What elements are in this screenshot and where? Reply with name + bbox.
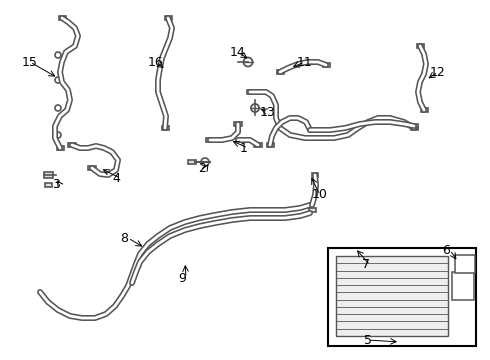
Bar [162,126,169,130]
Text: 11: 11 [297,55,313,68]
Bar [420,108,427,112]
Text: 15: 15 [22,55,38,68]
Text: 16: 16 [148,55,164,68]
Bar [45,183,51,187]
Bar [328,248,476,346]
Bar [411,126,417,130]
Text: 3: 3 [52,179,60,192]
Bar [88,166,96,170]
Bar [234,122,242,126]
Text: 7: 7 [362,258,370,271]
Bar [312,173,318,177]
Bar [322,63,329,67]
Text: 5: 5 [364,333,372,346]
Bar [254,143,262,147]
Bar [246,90,253,94]
Bar [206,138,214,143]
Text: 1: 1 [240,141,248,154]
Text: 2: 2 [198,162,206,175]
Bar [44,172,52,178]
Text: 4: 4 [112,171,120,184]
Bar [455,255,475,273]
Bar [188,159,196,165]
Text: 14: 14 [230,45,246,58]
Text: 8: 8 [120,231,128,244]
Text: 12: 12 [430,66,446,78]
Bar [68,143,76,147]
Text: 13: 13 [260,105,276,118]
Text: 6: 6 [442,243,450,256]
Bar [267,143,273,147]
Bar [411,124,417,128]
Text: 9: 9 [178,271,186,284]
Bar [416,44,423,48]
Text: 10: 10 [312,189,328,202]
Bar [276,70,284,74]
Bar [309,208,316,212]
Bar [452,272,474,300]
Bar [336,256,448,336]
Bar [165,16,172,20]
Bar [58,16,66,20]
Bar [56,146,64,150]
